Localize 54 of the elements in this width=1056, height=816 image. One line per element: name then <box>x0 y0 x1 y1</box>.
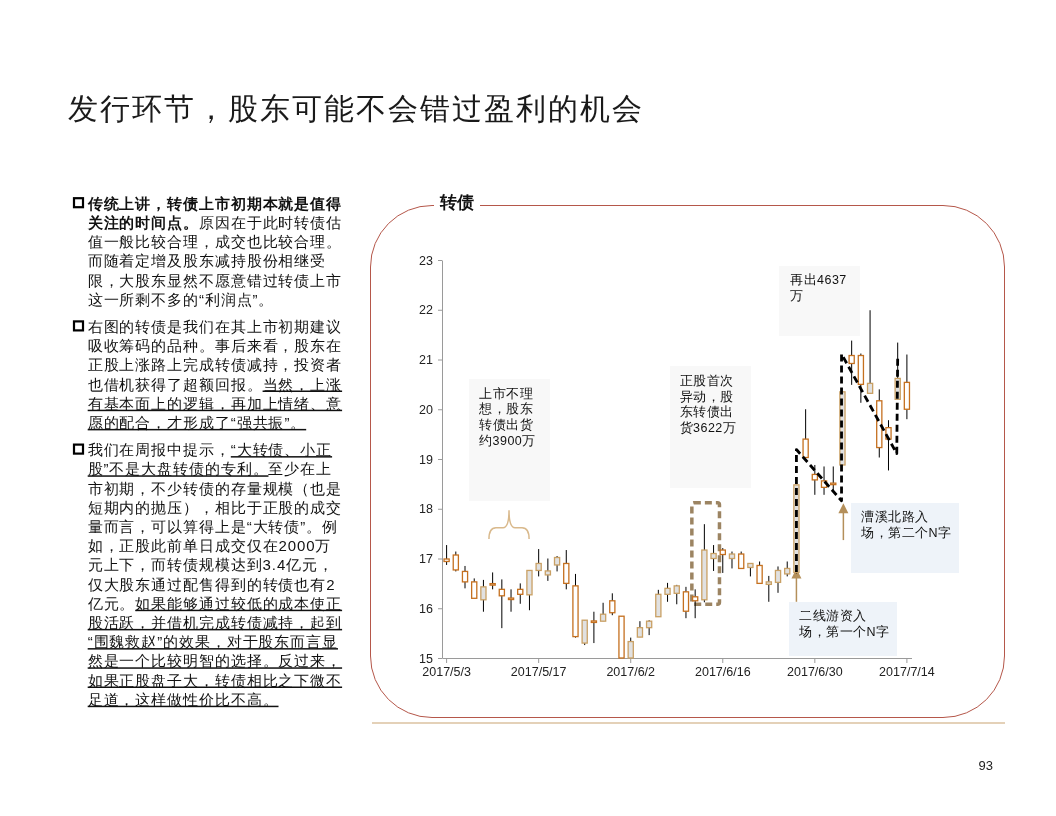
candlestick <box>581 619 588 646</box>
candlestick <box>535 548 542 577</box>
candlestick <box>811 464 819 496</box>
candlestick <box>866 309 874 394</box>
chart-subtitle: 转债 <box>434 192 480 214</box>
text: 93 <box>978 758 993 773</box>
y-tick-label: 17 <box>419 552 434 566</box>
candlestick <box>609 592 616 616</box>
chart-title: 发行环节，股东可能不会错过盈利的机会 <box>68 92 644 125</box>
candlestick <box>710 544 717 572</box>
candlestick <box>517 582 524 605</box>
candlestick <box>655 589 662 618</box>
y-tick-label: 23 <box>419 253 434 268</box>
x-tick-label: 2017/5/3 <box>422 664 471 679</box>
candlestick <box>682 586 690 619</box>
annotation: 再出4637万 <box>790 273 847 303</box>
candlestick <box>507 588 515 613</box>
candlestick <box>563 549 570 590</box>
candlestick <box>599 602 607 622</box>
candlestick <box>664 582 671 603</box>
candlestick <box>544 558 552 582</box>
x-tick-label: 2017/6/16 <box>694 664 751 679</box>
candlestick <box>691 588 699 619</box>
candlestick <box>719 547 727 574</box>
candlestick <box>830 465 837 493</box>
candlestick <box>728 551 736 569</box>
annotation: 二线游资入场，第一个N字 <box>798 609 890 639</box>
y-tick-label: 21 <box>419 353 434 367</box>
candlestick <box>774 565 782 594</box>
y-tick-label: 19 <box>419 452 434 467</box>
candlestick <box>480 579 487 613</box>
annotation: 正股首次异动，股东转债出货3622万 <box>679 374 737 436</box>
text: 传统上讲，转债上市初期本就是值得关注的时间点。原因在于此时转债估值一般比较合理，成交也比较合理。而随着定增及股东减持股份相继受限，大股东显然不愿意错过转债上市这一所剩不多的“利润点”。 <box>86 194 343 308</box>
candlestick <box>470 577 478 599</box>
candlestick <box>590 611 598 644</box>
y-tick-label: 22 <box>419 303 434 318</box>
candlestick <box>627 637 634 659</box>
x-tick-label: 2017/6/2 <box>606 664 656 679</box>
y-tick-label: 15 <box>419 651 434 666</box>
y-tick-label: 16 <box>419 601 434 616</box>
x-tick-label: 2017/7/14 <box>879 664 935 679</box>
candlestick <box>756 560 763 585</box>
text: 我们在周报中提示，“大转债、小正股”不是大盘转债的专利。至少在上市初期，不少转债的存量规模（也是短期内的抛压），相比于正股的成交量而言，可以算得上是“大转债”。例如，正股此前单日成交仅在2000万元上下，而转债规模达到3.4亿元，仅大股东通过配售得到的转债也有2亿元。如果能够通过较低的成本使正股活跃，并借机完成转债减持，起到“围魏救赵”的效果，对于股东而言显然是一个比较明智的选择。反过来，如果正股盘子大，转债相比之下微不足道，这样做性价比不高。 <box>87 441 343 708</box>
candlestick <box>848 340 855 386</box>
candlestick <box>802 408 809 459</box>
candlestick <box>461 565 469 589</box>
annotation: 漕溪北路入场，第二个N字 <box>860 510 952 540</box>
annotation: 上市不理想，股东转债出货约3900万 <box>478 386 536 448</box>
x-tick-label: 2017/5/17 <box>510 664 567 679</box>
x-tick-label: 2017/6/30 <box>787 664 843 679</box>
text: 右图的转债是我们在其上市初期建议吸收筹码的品种。事后来看，股东在正股上涨路上完成转债减持，投资者也借机获得了超额回报。当然，上涨有基本面上的逻辑，再加上情绪、意愿的配合，才形成了“强共振”。 <box>87 317 343 431</box>
y-tick-label: 18 <box>419 502 434 517</box>
y-tick-label: 20 <box>419 402 434 417</box>
candlestick <box>765 575 773 603</box>
